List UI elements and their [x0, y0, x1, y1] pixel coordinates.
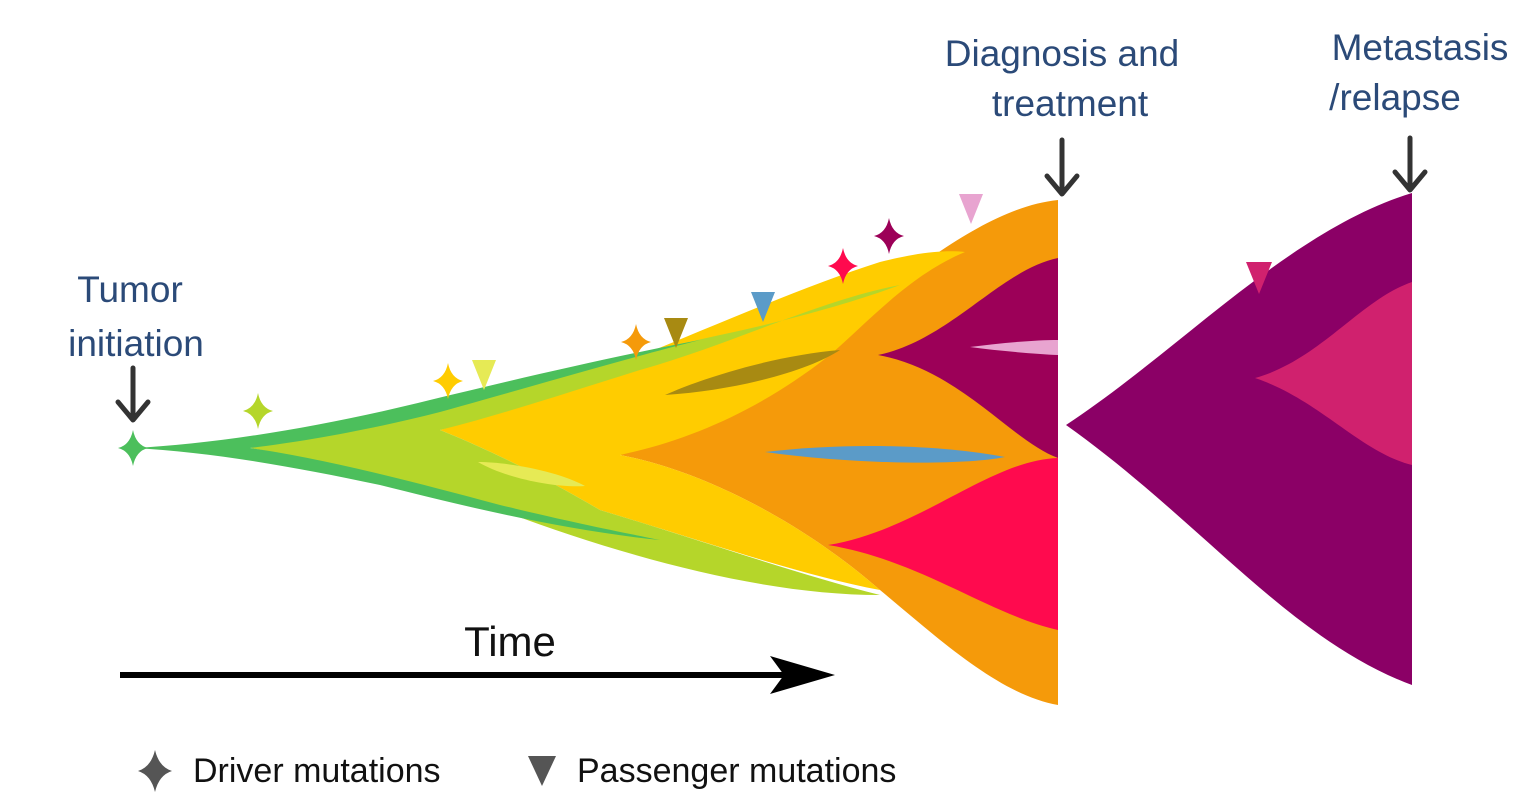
clone-steelblue	[765, 445, 1005, 463]
tumor-initiation-arrow-icon	[115, 365, 151, 423]
time-arrow-head-icon	[770, 656, 835, 694]
diagnosis-label: Diagnosis and	[945, 33, 1179, 74]
passenger-mutation-icon	[472, 360, 496, 390]
tumor-initiation-label: initiation	[68, 323, 204, 364]
metastasis-label: Metastasis	[1332, 27, 1509, 68]
time-axis: Time	[120, 618, 835, 694]
clone-brown	[665, 350, 840, 395]
diagnosis-arrow-icon	[1044, 137, 1080, 197]
driver-mutation-icon	[874, 218, 904, 254]
clonal-evolution-plot	[133, 200, 1058, 705]
clone-yellow	[440, 251, 965, 591]
driver-mutation-icon	[828, 248, 858, 284]
passenger-mutation-icon	[959, 194, 983, 224]
pointer-arrows	[115, 135, 1428, 423]
legend-driver-icon	[138, 750, 172, 792]
legend-passenger-label: Passenger mutations	[577, 752, 896, 790]
legend-passenger-icon	[528, 756, 556, 786]
passenger-mutation-icon	[751, 292, 775, 322]
driver-mutation-icon	[433, 363, 463, 399]
passenger-mutation-icon	[664, 318, 688, 348]
clone-green	[133, 340, 700, 540]
driver-mutation-icon	[118, 430, 148, 466]
clone-lime	[250, 285, 900, 595]
metastasis-label: /relapse	[1329, 77, 1461, 118]
relapse-clone-magenta	[1255, 282, 1412, 465]
driver-mutation-icon	[243, 393, 273, 429]
clone-plum	[878, 258, 1058, 458]
clone-pale-yellow	[478, 462, 585, 487]
tumor-initiation-label: Tumor	[77, 269, 183, 310]
driver-mutation-icon	[621, 324, 651, 360]
passenger-mutation-icon	[1246, 262, 1272, 294]
mutation-markers	[118, 194, 1272, 466]
relapse-clone-purple	[1066, 193, 1412, 685]
clone-pink-light	[970, 340, 1058, 355]
relapse-plot	[1066, 193, 1412, 685]
time-label: Time	[464, 618, 556, 665]
metastasis-arrow-icon	[1392, 135, 1428, 193]
legend-driver-label: Driver mutations	[193, 752, 441, 790]
clone-red	[828, 458, 1058, 630]
legend: Driver mutations Passenger mutations	[138, 750, 896, 792]
diagnosis-label: treatment	[992, 83, 1149, 124]
